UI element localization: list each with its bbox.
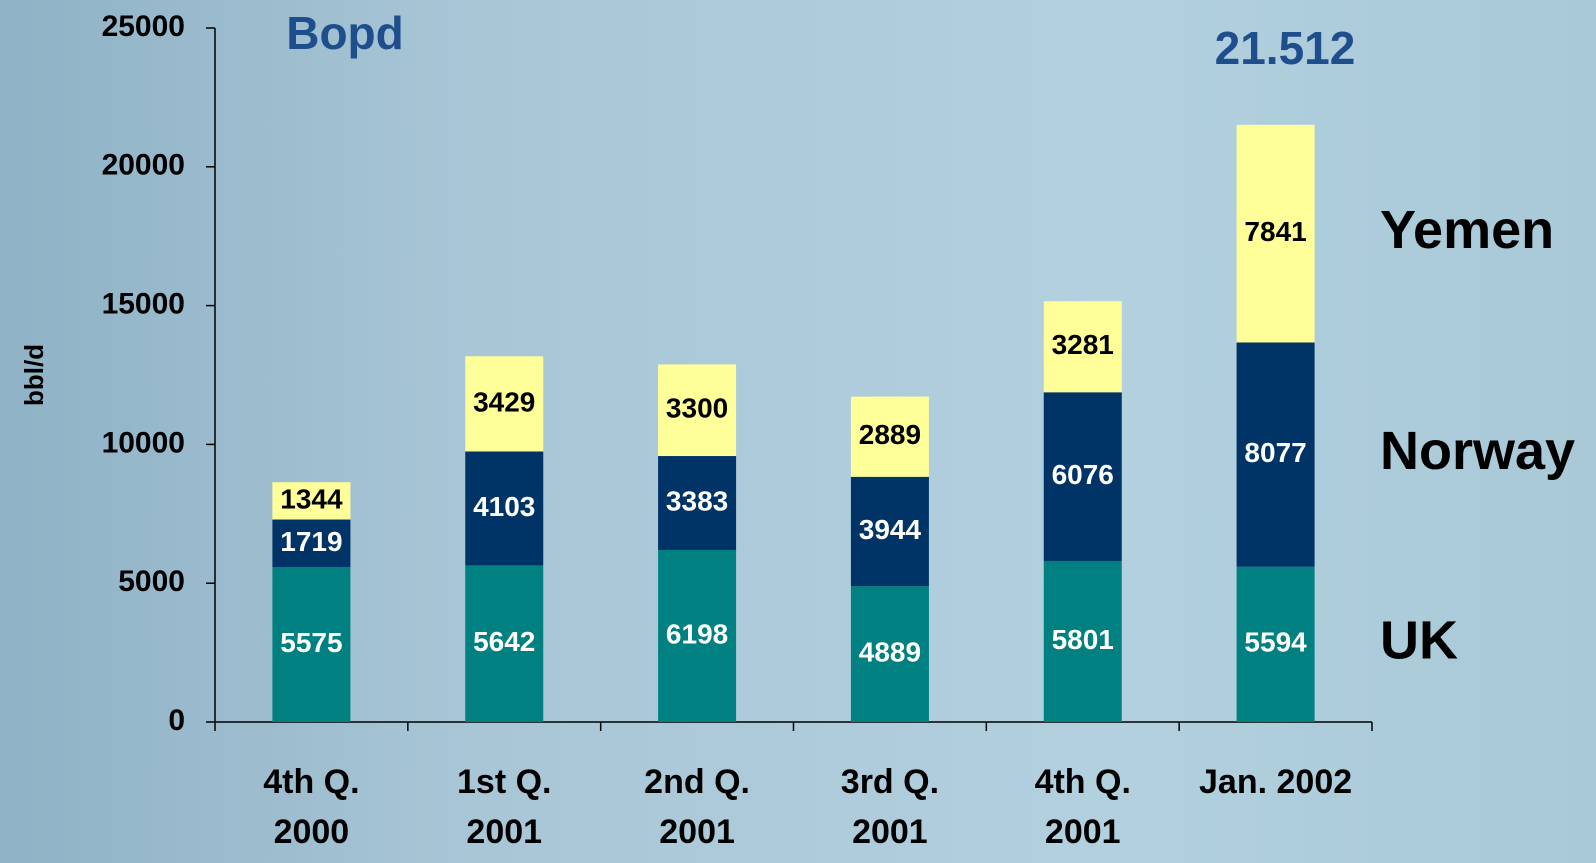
y-tick-label: 15000 bbox=[102, 288, 185, 321]
data-label: 6076 bbox=[1052, 459, 1114, 490]
x-tick-label: 2nd Q. 2001 bbox=[602, 757, 792, 857]
y-axis-label: bbl/d bbox=[19, 344, 49, 406]
x-tick-label: 3rd Q. 2001 bbox=[795, 757, 985, 857]
data-label: 2889 bbox=[859, 419, 921, 450]
data-label: 3944 bbox=[859, 514, 922, 545]
data-label: 8077 bbox=[1244, 437, 1306, 468]
data-label: 5801 bbox=[1052, 624, 1114, 655]
x-tick-label: 4th Q. 2000 bbox=[216, 757, 406, 857]
data-label: 3383 bbox=[666, 485, 728, 516]
data-label: 5642 bbox=[473, 626, 535, 657]
data-label: 3429 bbox=[473, 386, 535, 417]
data-label: 4103 bbox=[473, 491, 535, 522]
chart: Bopd 21.512 bbl/d 0 5000 10000 15000 20000 25… bbox=[0, 0, 1596, 863]
data-label: 6198 bbox=[666, 618, 728, 649]
data-label: 4889 bbox=[859, 637, 921, 668]
data-label: 5594 bbox=[1244, 627, 1307, 658]
page: Bopd 21.512 bbl/d 0 5000 10000 15000 20000 25… bbox=[0, 0, 1596, 863]
legend-label: UK bbox=[1380, 611, 1458, 671]
y-tick-label: 20000 bbox=[102, 149, 185, 182]
y-tick-label: 0 bbox=[168, 704, 185, 737]
data-label: 3281 bbox=[1052, 329, 1114, 360]
data-label: 5575 bbox=[280, 627, 342, 658]
data-label: 1344 bbox=[280, 483, 343, 514]
legend-label: Norway bbox=[1380, 421, 1575, 481]
data-label: 1719 bbox=[280, 526, 342, 557]
data-label: 3300 bbox=[666, 393, 728, 424]
data-label: 7841 bbox=[1244, 216, 1306, 247]
y-tick-label: 5000 bbox=[118, 565, 185, 598]
chart-title: Bopd bbox=[286, 7, 404, 59]
x-tick-label: Jan. 2002 bbox=[1181, 757, 1371, 807]
annotation: 21.512 bbox=[1215, 22, 1356, 74]
y-tick-label: 25000 bbox=[102, 10, 185, 43]
y-tick-label: 10000 bbox=[102, 426, 185, 459]
x-tick-label: 1st Q. 2001 bbox=[409, 757, 599, 857]
x-tick-label: 4th Q. 2001 bbox=[988, 757, 1178, 857]
legend-label: Yemen bbox=[1380, 200, 1554, 260]
